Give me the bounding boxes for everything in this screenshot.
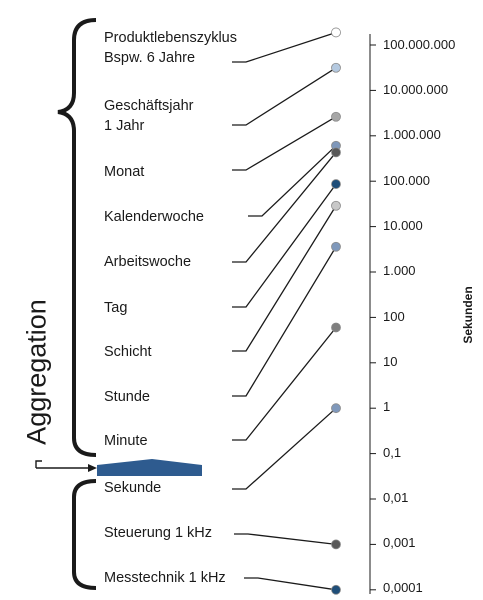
pointer-arrowhead bbox=[88, 464, 97, 472]
tick-label: 10.000 bbox=[383, 218, 423, 233]
level-label: Monat bbox=[104, 164, 145, 180]
level-label: Geschäftsjahr 1 Jahr bbox=[104, 98, 194, 134]
lower-brace bbox=[72, 479, 97, 590]
connector-line bbox=[232, 407, 337, 490]
split-marker bbox=[97, 459, 202, 476]
connector-line bbox=[232, 205, 337, 352]
level-label: Messtechnik 1 kHz bbox=[104, 570, 226, 586]
level-label: Minute bbox=[104, 433, 148, 449]
data-point bbox=[331, 584, 341, 595]
level-label: Produktlebenszyklus Bspw. 6 Jahre bbox=[104, 30, 237, 66]
tick-label: 100.000 bbox=[383, 173, 430, 188]
tick-label: 0,0001 bbox=[383, 580, 423, 595]
aggregation-brace bbox=[57, 18, 97, 457]
data-points bbox=[331, 27, 341, 595]
data-point bbox=[331, 27, 341, 38]
level-label: Steuerung 1 kHz bbox=[104, 525, 213, 541]
level-label: Schicht bbox=[104, 344, 152, 360]
aggregation-label: Aggregation bbox=[21, 299, 52, 445]
tick-label: 1 bbox=[383, 399, 391, 414]
data-point bbox=[331, 147, 341, 158]
connector-line bbox=[232, 246, 337, 397]
tick-label: 10.000.000 bbox=[383, 82, 449, 97]
connector-line bbox=[232, 116, 337, 171]
connector-line bbox=[232, 183, 337, 308]
data-point bbox=[331, 539, 341, 550]
connector-lines bbox=[232, 31, 337, 591]
connector-line bbox=[232, 151, 337, 263]
tick-label: 0,1 bbox=[383, 445, 402, 460]
level-label: Kalenderwoche bbox=[104, 209, 204, 225]
data-point bbox=[331, 111, 341, 122]
tick-label: 1.000 bbox=[383, 263, 416, 278]
pointer-bracket bbox=[35, 460, 90, 469]
tick-label: 0,01 bbox=[383, 490, 409, 505]
level-label: Stunde bbox=[104, 389, 150, 405]
connector-line bbox=[232, 67, 337, 126]
data-point bbox=[331, 200, 341, 211]
connector-line bbox=[244, 577, 337, 591]
level-label: Arbeitswoche bbox=[104, 254, 192, 270]
connector-line bbox=[232, 327, 337, 441]
axis-title: Sekunden bbox=[461, 286, 475, 344]
data-point bbox=[331, 403, 341, 414]
data-point bbox=[331, 62, 341, 73]
level-label: Tag bbox=[104, 300, 128, 316]
tick-label: 1.000.000 bbox=[383, 127, 441, 142]
tick-label: 100.000.000 bbox=[383, 37, 456, 52]
tick-label: 0,001 bbox=[383, 535, 416, 550]
connector-line bbox=[232, 31, 337, 63]
data-point bbox=[331, 179, 341, 189]
data-point bbox=[331, 241, 341, 252]
tick-label: 10 bbox=[383, 354, 398, 369]
tick-label: 100 bbox=[383, 309, 405, 324]
level-label: Sekunde bbox=[104, 480, 162, 496]
connector-line bbox=[248, 145, 337, 217]
connector-line bbox=[234, 533, 337, 546]
data-point bbox=[331, 322, 341, 333]
axis-ticks bbox=[370, 44, 376, 591]
